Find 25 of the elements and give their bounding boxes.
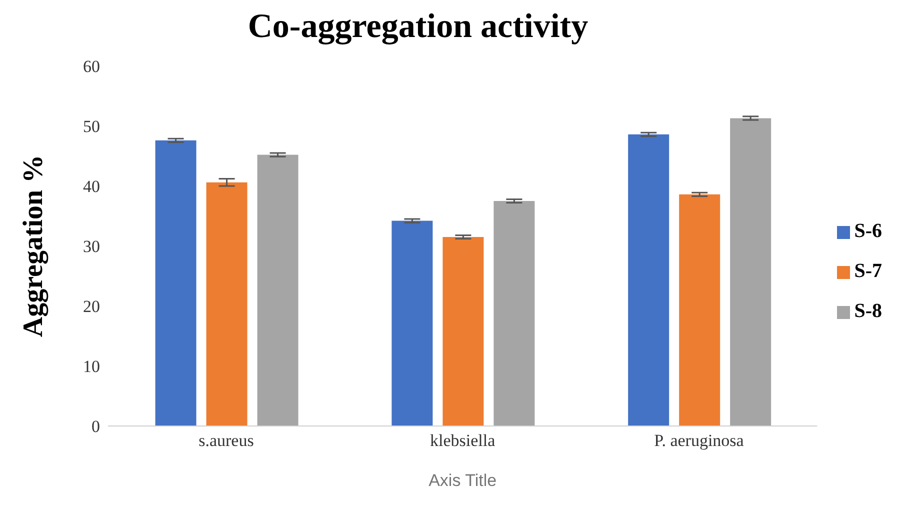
legend-label: S-7 <box>854 260 882 282</box>
y-tick-label: 50 <box>83 117 100 136</box>
y-tick-label: 40 <box>83 177 100 196</box>
legend-label: S-8 <box>854 300 882 322</box>
chart-title: Co-aggregation activity <box>246 8 590 46</box>
x-tick-label: klebsiella <box>430 431 496 450</box>
bar <box>730 118 772 426</box>
bar <box>494 201 535 426</box>
y-tick-label: 10 <box>83 357 100 376</box>
y-tick-label: 20 <box>83 297 100 316</box>
y-axis-title: Aggregation % <box>18 154 49 338</box>
x-tick-label: P. aeruginosa <box>654 431 744 450</box>
y-tick-label: 0 <box>92 417 100 436</box>
bar <box>155 140 196 426</box>
bar <box>257 154 298 426</box>
bar <box>679 194 720 426</box>
legend-label: S-6 <box>854 220 882 242</box>
bar <box>392 220 433 426</box>
bar <box>628 134 670 426</box>
bar <box>442 237 484 426</box>
x-axis-title: Axis Title <box>428 471 497 490</box>
y-tick-label: 60 <box>83 57 100 76</box>
x-tick-label: s.aureus <box>198 431 254 450</box>
y-tick-label: 30 <box>83 237 100 256</box>
bar <box>206 182 248 426</box>
